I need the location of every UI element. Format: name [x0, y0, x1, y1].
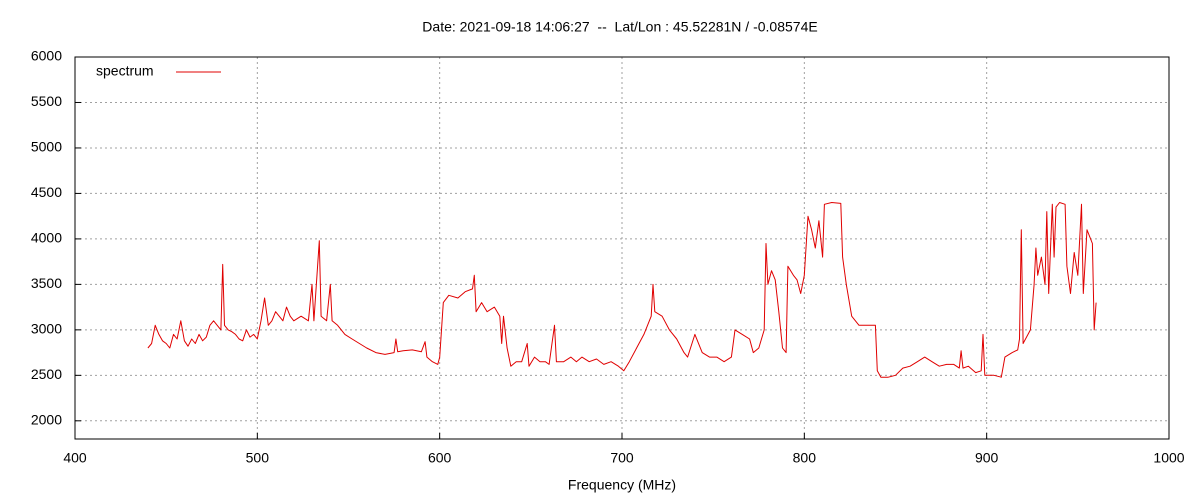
- y-tick-label: 4000: [31, 230, 62, 246]
- y-tick-label: 5000: [31, 139, 62, 155]
- y-tick-label: 4500: [31, 184, 62, 200]
- y-tick-label: 5500: [31, 93, 62, 109]
- y-tick-label: 6000: [31, 48, 62, 64]
- x-tick-label: 900: [975, 450, 999, 466]
- x-tick-label: 800: [793, 450, 817, 466]
- x-tick-label: 500: [246, 450, 270, 466]
- legend-label: spectrum: [96, 63, 154, 79]
- x-tick-label: 600: [428, 450, 452, 466]
- y-tick-label: 2000: [31, 412, 62, 428]
- spectrum-line: [147, 202, 1097, 378]
- y-tick-label: 3500: [31, 275, 62, 291]
- y-tick-label: 2500: [31, 366, 62, 382]
- chart-title: Date: 2021-09-18 14:06:27 -- Lat/Lon : 4…: [422, 19, 817, 35]
- plot-frame: [74, 56, 1170, 440]
- x-tick-label: 1000: [1153, 450, 1184, 466]
- x-axis-label: Frequency (MHz): [568, 477, 676, 493]
- x-tick-label: 700: [610, 450, 634, 466]
- x-tick-label: 400: [63, 450, 87, 466]
- y-tick-label: 3000: [31, 321, 62, 337]
